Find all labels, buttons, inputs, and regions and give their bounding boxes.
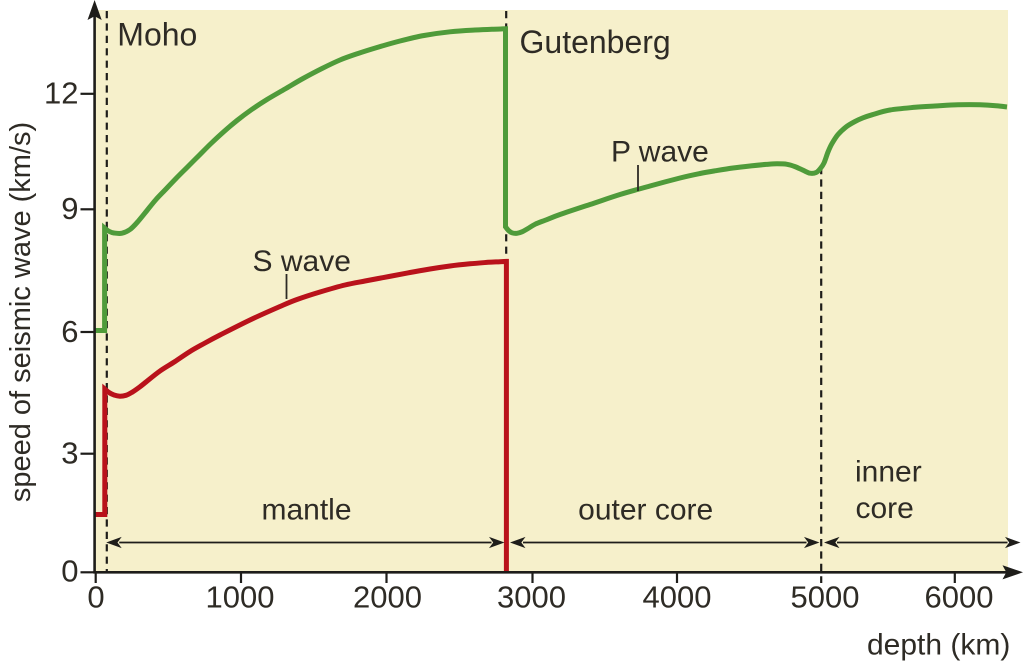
svg-text:depth (km): depth (km)	[867, 629, 1010, 662]
svg-text:3: 3	[61, 436, 78, 471]
svg-text:6000: 6000	[925, 579, 994, 614]
svg-text:2000: 2000	[353, 579, 422, 614]
svg-text:mantle: mantle	[261, 494, 351, 527]
svg-text:Moho: Moho	[117, 17, 197, 53]
svg-text:9: 9	[61, 191, 78, 226]
svg-text:0: 0	[61, 554, 78, 589]
svg-text:outer core: outer core	[578, 493, 713, 526]
svg-text:S wave: S wave	[253, 245, 351, 278]
svg-text:P wave: P wave	[611, 136, 709, 169]
svg-text:3000: 3000	[497, 579, 566, 614]
svg-text:1000: 1000	[206, 579, 275, 614]
svg-text:Gutenberg: Gutenberg	[520, 24, 671, 60]
svg-text:5000: 5000	[791, 579, 860, 614]
svg-text:inner: inner	[855, 456, 922, 489]
svg-text:4000: 4000	[643, 579, 712, 614]
svg-text:core: core	[856, 492, 914, 525]
svg-text:speed of seismic wave (km/s): speed of seismic wave (km/s)	[5, 122, 37, 502]
svg-text:12: 12	[44, 76, 78, 111]
svg-text:6: 6	[61, 314, 78, 349]
svg-text:0: 0	[87, 579, 104, 614]
